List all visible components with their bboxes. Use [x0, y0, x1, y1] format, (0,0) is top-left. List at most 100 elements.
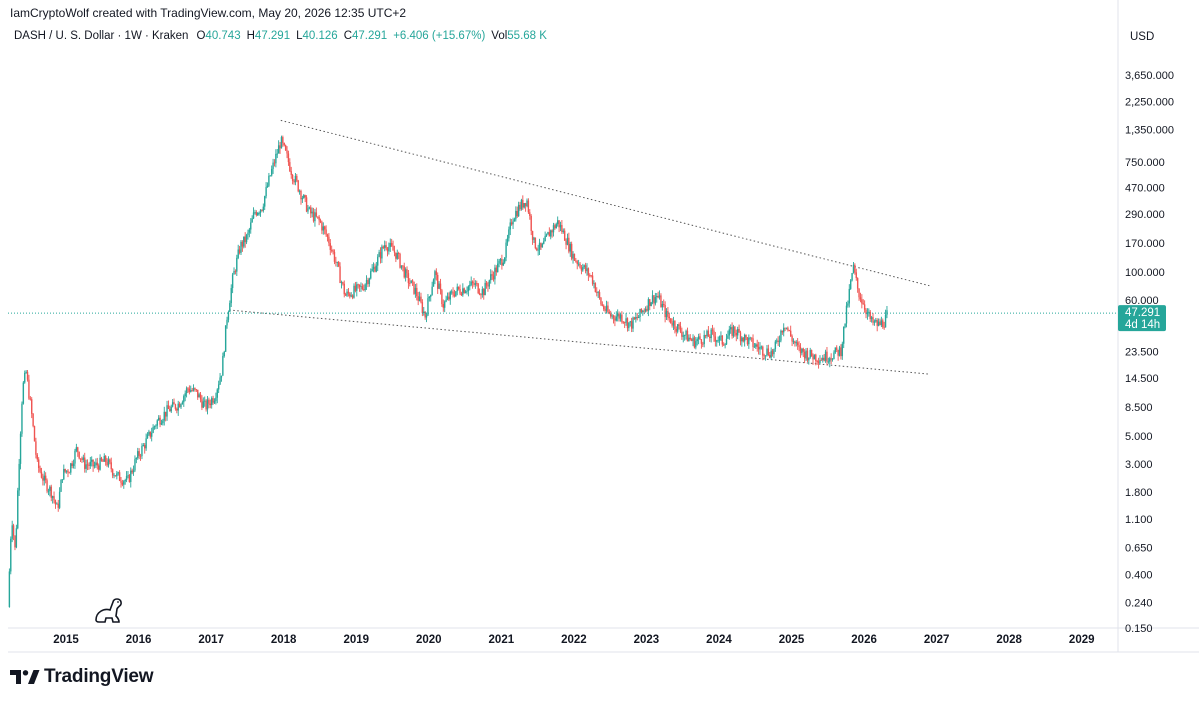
- symbol-name[interactable]: DASH / U. S. Dollar · 1W · Kraken: [14, 30, 189, 42]
- candle-body: [141, 446, 143, 457]
- candle-body: [589, 275, 591, 277]
- candle-body: [856, 278, 859, 289]
- candle-body: [577, 263, 580, 265]
- candle-body: [686, 330, 689, 342]
- candle-body: [382, 246, 385, 248]
- price-tick-label: 0.650: [1125, 543, 1153, 555]
- candle-body: [678, 324, 680, 326]
- trendlines: [229, 119, 930, 375]
- time-tick-label: 2023: [634, 634, 660, 646]
- candle-body: [713, 330, 715, 337]
- candle-body: [579, 263, 581, 268]
- candle-body: [545, 234, 548, 237]
- candle-body: [859, 297, 862, 300]
- candle-body: [529, 212, 531, 217]
- candle-body: [488, 280, 491, 287]
- tradingview-brand[interactable]: TradingView: [10, 665, 154, 689]
- candle-body: [102, 460, 104, 462]
- candle-body: [70, 463, 72, 473]
- candle-body: [661, 304, 664, 308]
- price-tick-label: 0.240: [1125, 597, 1153, 609]
- candle-body: [31, 399, 33, 414]
- candle-body: [85, 464, 87, 469]
- candle-body: [173, 402, 175, 405]
- candle-body: [605, 305, 608, 311]
- candle-body: [266, 185, 269, 188]
- candle-body: [159, 417, 161, 425]
- candle-body: [657, 296, 659, 298]
- candle-body: [527, 200, 530, 213]
- currency-label[interactable]: USD: [1130, 31, 1155, 43]
- candle-body: [598, 292, 601, 298]
- candle-body: [610, 313, 612, 317]
- price-tick-label: 750.000: [1125, 157, 1165, 169]
- candle-body: [418, 296, 421, 301]
- candle-body: [838, 347, 841, 356]
- candle-body: [759, 346, 761, 350]
- candle-body: [653, 295, 655, 304]
- time-tick-label: 2028: [996, 634, 1022, 646]
- candle-body: [46, 480, 48, 492]
- candle-body: [506, 238, 509, 243]
- candle-body: [452, 291, 454, 295]
- close-value: 47.291: [352, 30, 388, 42]
- candle-body: [106, 461, 108, 466]
- candle-body: [149, 431, 152, 437]
- price-tag-value: 47.291: [1125, 307, 1160, 319]
- candle-body: [510, 222, 513, 225]
- candle-body: [789, 330, 792, 337]
- candle-body: [760, 346, 763, 348]
- candle-body: [483, 289, 485, 296]
- candle-body: [337, 261, 340, 267]
- candle-body: [43, 475, 45, 481]
- candle-body: [490, 274, 492, 281]
- candle-body: [611, 315, 613, 317]
- candle-body: [258, 212, 260, 214]
- price-tick-label: 290.000: [1125, 209, 1165, 221]
- candle-body: [600, 297, 602, 305]
- candle-body: [192, 387, 195, 391]
- candle-body: [501, 258, 503, 266]
- candle-body: [597, 292, 599, 293]
- time-tick-label: 2017: [198, 634, 224, 646]
- candle-body: [202, 401, 205, 408]
- candle-body: [791, 336, 793, 342]
- change-value: +6.406 (+15.67%): [393, 30, 486, 42]
- time-axis[interactable]: 2015 2016 2017 2018 2019 2020 2021 2022 2023 2024…: [53, 634, 1094, 646]
- candle-body: [301, 197, 304, 200]
- candle-body: [607, 305, 609, 312]
- price-axis[interactable]: 0.150 0.240 0.400 0.650 1.100 1.800 3.000 5.000…: [1125, 70, 1174, 635]
- candle-body: [855, 272, 857, 279]
- candle-body: [721, 335, 724, 345]
- candle-body: [353, 285, 355, 298]
- price-tick-label: 1,350.000: [1125, 125, 1174, 137]
- candle-body: [340, 282, 343, 283]
- candle-body: [148, 431, 150, 435]
- lower-trendline[interactable]: [229, 309, 930, 375]
- candle-body: [104, 456, 107, 462]
- candle-body: [430, 294, 432, 297]
- candle-body: [757, 346, 760, 350]
- candle-body: [723, 344, 725, 346]
- candle-body: [640, 308, 643, 313]
- candle-body: [812, 356, 814, 360]
- candle-body: [622, 321, 624, 323]
- candle-body: [470, 281, 472, 285]
- candle-body: [803, 351, 806, 359]
- candle-body: [651, 295, 654, 303]
- candle-body: [876, 320, 878, 326]
- candle-body: [746, 337, 749, 345]
- candle-body: [114, 475, 117, 477]
- candle-body: [167, 405, 170, 410]
- candle-body: [300, 190, 302, 200]
- candle-body: [667, 311, 669, 317]
- candle-body: [681, 331, 683, 337]
- candle-body: [248, 229, 251, 233]
- candle-body: [254, 212, 256, 213]
- candle-body: [392, 245, 394, 251]
- candle-body: [424, 311, 426, 318]
- candle-body: [241, 241, 244, 247]
- candle-body: [26, 371, 29, 380]
- candle-body: [837, 349, 839, 356]
